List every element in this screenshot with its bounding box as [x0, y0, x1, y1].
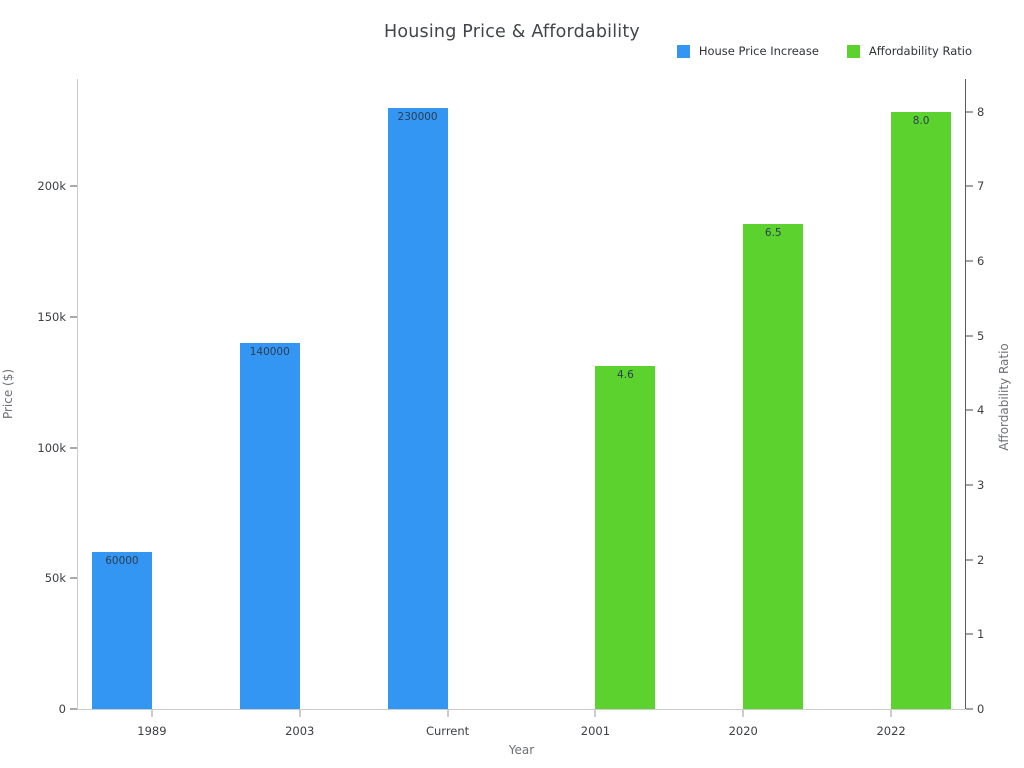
x-axis-category-label: Current [425, 724, 470, 738]
y-axis-left-tick-label: 0 [58, 702, 66, 716]
bar-value-label: 6.5 [764, 226, 782, 239]
x-axis-category-label: 2020 [728, 724, 758, 738]
x-axis-tick [151, 710, 153, 717]
bar-value-label: 4.6 [617, 368, 634, 381]
y-axis-right-tick [966, 409, 973, 411]
x-axis-category-label: 2022 [876, 724, 906, 738]
x-axis-title: Year [508, 743, 535, 757]
plot-area: 0 50k 100k 150k 200k 0 1 2 3 4 5 6 7 8 1989 2003 Current… [37, 79, 984, 738]
x-axis-tick [594, 710, 596, 717]
x-axis-tick [299, 710, 301, 717]
bar-value-label: 60000 [105, 555, 139, 568]
y-axis-right-tick-label: 5 [977, 328, 985, 343]
y-axis-right-tick [966, 559, 973, 561]
x-axis-category-label: 1989 [137, 724, 167, 738]
x-axis-category-label: 2003 [285, 724, 315, 738]
y-axis-left-tick [70, 316, 77, 318]
x-axis-category-label: 2001 [580, 724, 611, 738]
bar-house-price [387, 107, 448, 709]
y-axis-left-tick-label: 200k [37, 179, 66, 194]
legend-label: Affordability Ratio [868, 44, 972, 58]
y-axis-title-left: Price ($) [1, 368, 15, 420]
bar-affordability [891, 111, 952, 709]
right-axis-line [965, 79, 966, 709]
legend-item-house-price[interactable]: House Price Increase [676, 44, 819, 58]
y-axis-right-tick-label: 7 [977, 179, 985, 194]
bar-value-label: 230000 [397, 110, 438, 123]
y-axis-left-tick [70, 185, 77, 187]
chart-title: Housing Price & Affordability [384, 22, 640, 42]
y-axis-left-tick [70, 708, 77, 710]
y-axis-right-tick [966, 484, 973, 486]
y-axis-left-tick [70, 577, 77, 579]
y-axis-right-tick-label: 6 [977, 254, 985, 269]
x-axis-tick [890, 710, 892, 717]
affordability-swatch-icon [846, 44, 860, 58]
y-axis-right-tick-label: 8 [977, 104, 985, 119]
legend-label: House Price Increase [698, 44, 819, 58]
x-axis-tick [447, 710, 449, 717]
x-axis-line [77, 709, 965, 710]
bar-affordability [743, 223, 804, 709]
y-axis-right-tick-label: 0 [977, 702, 985, 716]
house-price-swatch-icon [676, 44, 690, 58]
legend-item-affordability[interactable]: Affordability Ratio [846, 44, 972, 58]
bar-value-label: 140000 [249, 346, 290, 359]
y-axis-title-right: Affordability Ratio [997, 343, 1011, 451]
y-axis-right-tick-label: 3 [977, 478, 985, 493]
y-axis-right-tick [966, 185, 973, 187]
bar-house-price [91, 552, 152, 709]
bar-affordability [595, 365, 656, 709]
y-axis-right-tick [966, 111, 973, 113]
y-axis-left-tick-label: 100k [37, 440, 66, 455]
legend: House Price Increase Affordability Ratio [676, 44, 972, 58]
bar-value-label: 8.0 [912, 114, 930, 127]
y-axis-right-tick [966, 335, 973, 337]
y-axis-right-tick-label: 1 [977, 627, 985, 642]
left-axis-line [77, 79, 78, 709]
bar-house-price [239, 343, 300, 709]
y-axis-left-tick [70, 447, 77, 449]
y-axis-left-tick-label: 50k [44, 571, 66, 586]
y-axis-left-tick-label: 150k [37, 309, 66, 324]
x-axis-tick [742, 710, 744, 717]
y-axis-right-tick-label: 4 [977, 403, 985, 418]
y-axis-right-tick [966, 708, 973, 710]
y-axis-right-tick [966, 260, 973, 262]
y-axis-right-tick-label: 2 [977, 552, 985, 567]
y-axis-right-tick [966, 633, 973, 635]
